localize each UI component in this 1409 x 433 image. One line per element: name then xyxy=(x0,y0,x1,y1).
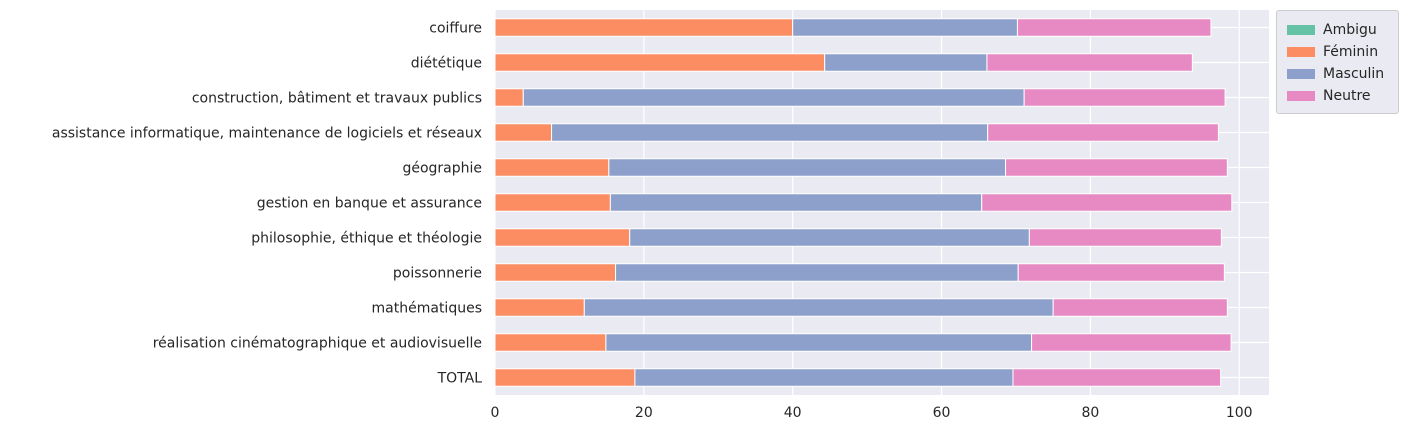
bar-neutre-realisation-cinematographique-et-audiovisuelle xyxy=(1031,333,1232,352)
x-tick-label-4: 80 xyxy=(1081,405,1099,421)
legend: Ambigu Féminin Masculin Neutre xyxy=(1276,10,1399,114)
bar-masculin-gestion-en-banque-et-assurance xyxy=(609,193,983,212)
bar-masculin-realisation-cinematographique-et-audiovisuelle xyxy=(605,333,1033,352)
bar-neutre-construction-batiment-et-travaux-publics xyxy=(1023,88,1226,107)
y-tick-label-philosophie-ethique-et-theologie: philosophie, éthique et théologie xyxy=(251,231,482,247)
bar-masculin-philosophie-ethique-et-theologie xyxy=(629,228,1030,247)
bar-neutre-gestion-en-banque-et-assurance xyxy=(981,193,1233,212)
bar-feminin-poissonnerie xyxy=(494,263,617,282)
bar-neutre-poissonnerie xyxy=(1017,263,1225,282)
bar-feminin-construction-batiment-et-travaux-publics xyxy=(494,88,524,107)
bar-feminin-coiffure xyxy=(494,18,794,37)
bar-feminin-mathematiques xyxy=(494,298,585,317)
y-tick-label-assistance-informatique-maintenance-de-logiciels-et-reseaux: assistance informatique, maintenance de … xyxy=(52,126,482,142)
legend-label-feminin: Féminin xyxy=(1323,44,1379,60)
x-tick-labels: 0 20 40 60 80 100 xyxy=(491,405,1253,421)
legend-label-masculin: Masculin xyxy=(1323,66,1385,82)
bar-feminin-dietetique xyxy=(494,53,826,72)
x-tick-label-2: 40 xyxy=(784,405,802,421)
x-tick-label-1: 20 xyxy=(635,405,653,421)
bar-neutre-geographie xyxy=(1005,158,1228,177)
legend-item-masculin: Masculin xyxy=(1287,63,1384,85)
bar-neutre-mathematiques xyxy=(1052,298,1228,317)
legend-item-neutre: Neutre xyxy=(1287,85,1371,107)
bar-masculin-poissonnerie xyxy=(615,263,1019,282)
legend-swatch-feminin xyxy=(1287,47,1315,57)
legend-label-ambigu: Ambigu xyxy=(1323,22,1377,38)
y-tick-label-total: TOTAL xyxy=(437,371,483,387)
legend-swatch-ambigu xyxy=(1287,25,1315,35)
x-tick-label-5: 100 xyxy=(1226,405,1253,421)
bar-masculin-mathematiques xyxy=(583,298,1054,317)
bar-masculin-geographie xyxy=(608,158,1007,177)
y-tick-label-construction-batiment-et-travaux-publics: construction, bâtiment et travaux public… xyxy=(192,91,482,107)
x-tick-label-3: 60 xyxy=(933,405,951,421)
y-tick-label-dietetique: diététique xyxy=(411,56,482,72)
bar-neutre-total xyxy=(1012,368,1222,387)
y-tick-label-coiffure: coiffure xyxy=(429,21,482,37)
y-tick-label-geographie: géographie xyxy=(402,161,482,177)
bar-masculin-assistance-informatique-maintenance-de-logiciels-et-reseaux xyxy=(551,123,989,142)
legend-label-neutre: Neutre xyxy=(1323,88,1371,104)
bar-feminin-philosophie-ethique-et-theologie xyxy=(494,228,631,247)
bar-neutre-coiffure xyxy=(1016,18,1212,37)
bar-neutre-assistance-informatique-maintenance-de-logiciels-et-reseaux xyxy=(987,123,1219,142)
legend-item-ambigu: Ambigu xyxy=(1287,19,1377,41)
x-tick-label-0: 0 xyxy=(491,405,500,421)
bar-masculin-dietetique xyxy=(824,53,988,72)
bar-neutre-philosophie-ethique-et-theologie xyxy=(1028,228,1222,247)
bar-feminin-gestion-en-banque-et-assurance xyxy=(494,193,611,212)
bar-feminin-realisation-cinematographique-et-audiovisuelle xyxy=(494,333,607,352)
bar-feminin-total xyxy=(494,368,636,387)
y-tick-labels: coiffure diététique construction, bâtiment… xyxy=(52,21,482,387)
legend-item-feminin: Féminin xyxy=(1287,41,1378,63)
legend-swatch-masculin xyxy=(1287,69,1315,79)
bars xyxy=(494,18,1233,387)
bar-feminin-geographie xyxy=(494,158,610,177)
bar-feminin-assistance-informatique-maintenance-de-logiciels-et-reseaux xyxy=(494,123,553,142)
legend-swatch-neutre xyxy=(1287,91,1315,101)
bar-masculin-coiffure xyxy=(792,18,1018,37)
y-tick-label-mathematiques: mathématiques xyxy=(372,301,482,317)
bar-masculin-construction-batiment-et-travaux-publics xyxy=(522,88,1025,107)
y-tick-label-poissonnerie: poissonnerie xyxy=(393,266,482,282)
y-tick-label-realisation-cinematographique-et-audiovisuelle: réalisation cinématographique et audiovi… xyxy=(153,336,482,352)
y-tick-label-gestion-en-banque-et-assurance: gestion en banque et assurance xyxy=(257,196,482,212)
bar-neutre-dietetique xyxy=(986,53,1193,72)
bar-masculin-total xyxy=(634,368,1014,387)
